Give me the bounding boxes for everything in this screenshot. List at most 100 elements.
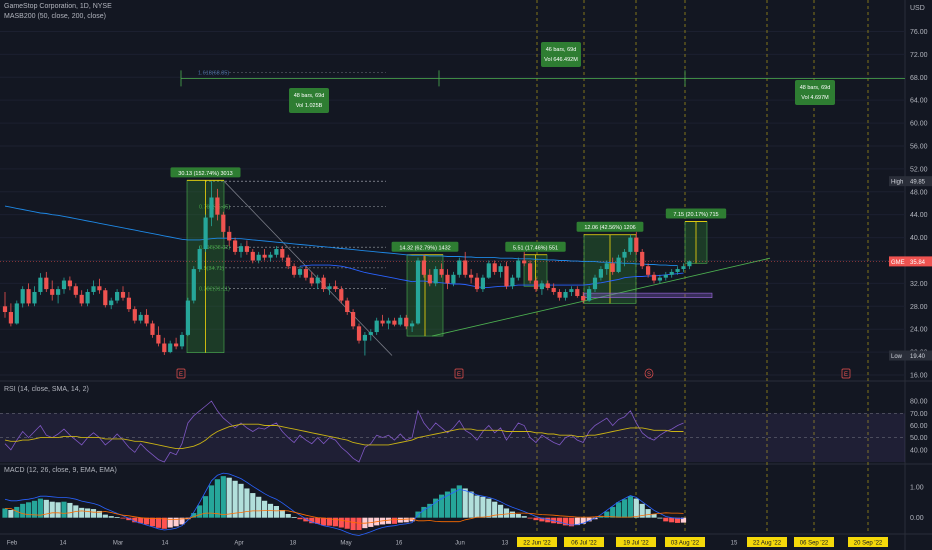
- candle-body: [640, 251, 645, 267]
- macd-histogram-bar: [586, 517, 592, 522]
- candle-body: [91, 286, 96, 292]
- macd-histogram-bar: [633, 498, 639, 518]
- candle-body: [185, 300, 190, 335]
- candle-body: [168, 343, 173, 353]
- macd-histogram-bar: [220, 476, 226, 518]
- macd-histogram-bar: [326, 517, 333, 526]
- candle-body: [463, 260, 468, 275]
- price-tick-label: 32.00: [910, 281, 928, 288]
- candle-body: [504, 266, 509, 287]
- macd-histogram-bar: [533, 517, 539, 521]
- fib-level-label: 0.786(45.45): [199, 204, 230, 210]
- support-trendline: [431, 257, 771, 337]
- candle-body: [32, 291, 37, 304]
- candle-body: [569, 289, 574, 292]
- macd-histogram-bar: [155, 517, 161, 528]
- macd-histogram-bar: [262, 500, 268, 518]
- measure-label: 30.13 (152.74%) 3013: [178, 171, 232, 177]
- time-axis-label: 03 Aug '22: [671, 541, 700, 547]
- macd-histogram-bar: [675, 517, 681, 523]
- candle-body: [374, 320, 379, 333]
- measure-label: 5.51 (17.46%) 551: [513, 245, 558, 251]
- macd-histogram-bar: [385, 517, 392, 524]
- time-axis-label: 15: [731, 541, 738, 547]
- candle-body: [162, 343, 167, 353]
- candle-body: [8, 312, 13, 324]
- candle-body: [227, 231, 232, 241]
- candle-body: [445, 274, 450, 284]
- macd-histogram-bar: [580, 517, 586, 524]
- macd-histogram-bar: [297, 517, 303, 520]
- macd-histogram-bar: [26, 502, 32, 518]
- macd-histogram-bar: [61, 501, 67, 518]
- macd-histogram-bar: [604, 511, 610, 518]
- time-axis-label: 06 Sep '22: [800, 541, 829, 547]
- macd-histogram-bar: [562, 517, 569, 526]
- candle-body: [280, 249, 285, 258]
- macd-histogram-bar: [315, 517, 321, 524]
- candle-body: [2, 306, 8, 313]
- price-tick-label: 16.00: [910, 373, 928, 380]
- price-tick-label: 72.00: [910, 52, 928, 59]
- high-badge-label: High: [891, 180, 903, 186]
- range-label: Vol 646.492M: [544, 57, 578, 63]
- candle-body: [215, 197, 220, 215]
- candle-body: [628, 237, 633, 252]
- price-tick-label: 28.00: [910, 304, 928, 311]
- ma50-line: [299, 264, 684, 288]
- candle-body: [97, 286, 102, 291]
- macd-tick-label: 0.00: [910, 515, 924, 522]
- macd-histogram-bar: [474, 495, 480, 518]
- price-tick-label: 24.00: [910, 327, 928, 334]
- candle-body: [433, 269, 438, 284]
- macd-histogram-bar: [450, 488, 456, 518]
- candle-body: [14, 303, 19, 324]
- candle-body: [339, 289, 344, 301]
- candle-body: [138, 314, 143, 321]
- low-badge-label: Low: [891, 354, 903, 360]
- macd-histogram-bar: [610, 506, 616, 518]
- candle-body: [598, 269, 603, 278]
- macd-histogram-bar: [90, 509, 97, 518]
- last-price-badge-value: 35.84: [910, 260, 926, 266]
- macd-histogram-bar: [79, 507, 85, 518]
- event-marker: [176, 368, 186, 379]
- last-price-badge-bg: [889, 256, 932, 267]
- candle-body: [392, 320, 397, 325]
- macd-histogram-bar: [55, 502, 61, 518]
- macd-histogram-bar: [515, 514, 521, 518]
- macd-tick-label: 1.00: [910, 484, 924, 491]
- rsi-indicator-title: RSI (14, close, SMA, 14, 2): [4, 386, 89, 393]
- macd-histogram-bar: [144, 517, 150, 525]
- candle-body: [203, 217, 208, 250]
- macd-histogram-bar: [409, 517, 415, 522]
- range-label: Vol 1.025B: [296, 103, 323, 109]
- price-tick-label: 52.00: [910, 166, 928, 173]
- measure-label: 7.15 (20.17%) 715: [673, 212, 718, 218]
- measure-label: 14.32 (62.79%) 1432: [399, 245, 450, 251]
- time-axis-highlight: [517, 537, 557, 547]
- low-badge-value: 19.40: [910, 354, 926, 360]
- candle-body: [563, 291, 568, 298]
- macd-histogram-bar: [102, 514, 108, 518]
- macd-histogram-bar: [167, 517, 173, 528]
- macd-histogram-bar: [669, 517, 675, 523]
- candle-body: [663, 274, 668, 278]
- candle-body: [657, 277, 662, 281]
- candle-body: [209, 197, 214, 218]
- macd-histogram-bar: [616, 502, 622, 518]
- macd-histogram-bar: [126, 517, 132, 521]
- measure-label-bg: [391, 241, 459, 252]
- time-axis-label: 14: [60, 541, 67, 547]
- macd-histogram-bar: [232, 480, 238, 518]
- candle-body: [492, 263, 497, 272]
- range-label-bg: [795, 80, 835, 105]
- macd-histogram-bar: [651, 514, 657, 518]
- currency-label: USD: [910, 5, 925, 12]
- high-badge-value: 49.85: [910, 180, 926, 186]
- time-axis-highlight: [747, 537, 787, 547]
- candle-body: [398, 317, 403, 325]
- macd-histogram-bar: [598, 516, 604, 518]
- macd-histogram-bar: [350, 517, 356, 530]
